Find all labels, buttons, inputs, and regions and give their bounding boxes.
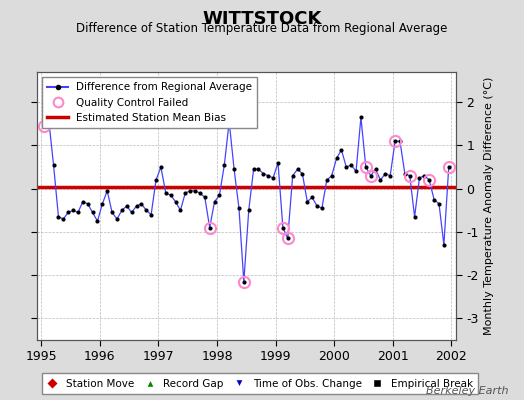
Text: Difference of Station Temperature Data from Regional Average: Difference of Station Temperature Data f… xyxy=(77,22,447,35)
Text: Berkeley Earth: Berkeley Earth xyxy=(426,386,508,396)
Y-axis label: Monthly Temperature Anomaly Difference (°C): Monthly Temperature Anomaly Difference (… xyxy=(484,77,494,335)
Text: WITTSTOCK: WITTSTOCK xyxy=(202,10,322,28)
Legend: Station Move, Record Gap, Time of Obs. Change, Empirical Break: Station Move, Record Gap, Time of Obs. C… xyxy=(42,373,478,394)
